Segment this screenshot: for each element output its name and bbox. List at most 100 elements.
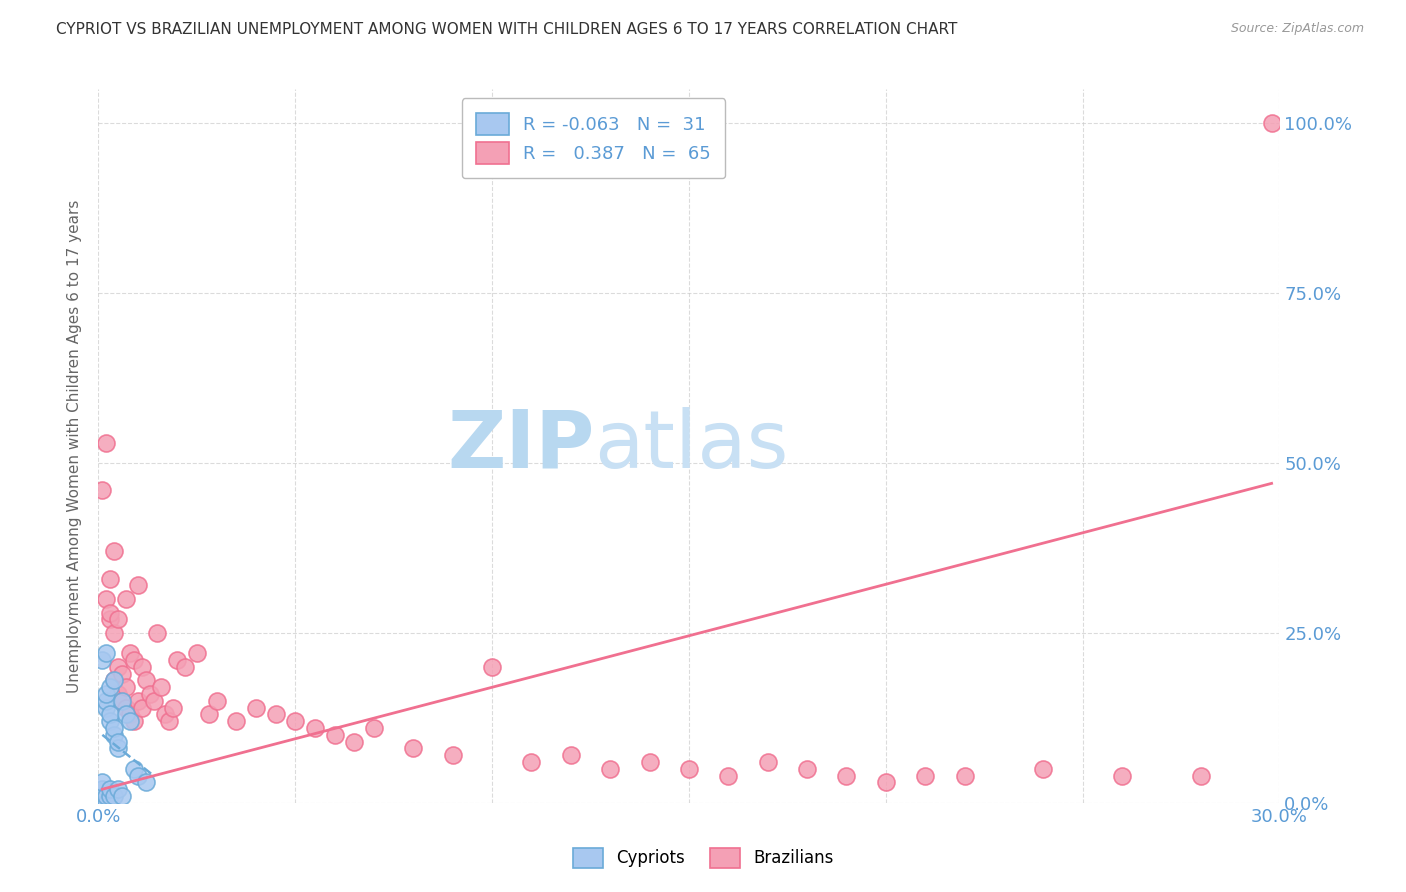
Point [1189, 769, 1212, 783]
Point [115, 700, 138, 714]
Point [162, 700, 184, 714]
Point [98, 606, 121, 620]
Point [91, 775, 114, 789]
Point [363, 721, 385, 735]
Point [157, 714, 180, 729]
Point [103, 789, 125, 803]
Point [96, 435, 118, 450]
Point [174, 660, 197, 674]
Point [796, 762, 818, 776]
Point [135, 775, 157, 789]
Point [1032, 762, 1054, 776]
Point [91, 789, 114, 803]
Point [131, 660, 153, 674]
Point [953, 769, 976, 783]
Point [103, 626, 125, 640]
Point [98, 612, 121, 626]
Point [107, 782, 129, 797]
Point [122, 714, 145, 729]
Point [91, 796, 114, 810]
Point [111, 694, 134, 708]
Point [96, 687, 118, 701]
Point [111, 666, 134, 681]
Point [638, 755, 661, 769]
Point [127, 578, 149, 592]
Point [118, 707, 141, 722]
Point [245, 700, 267, 714]
Point [91, 653, 114, 667]
Point [150, 680, 173, 694]
Point [115, 680, 138, 694]
Point [91, 796, 114, 810]
Point [107, 687, 129, 701]
Point [98, 789, 121, 803]
Point [205, 694, 228, 708]
Legend: Cypriots, Brazilians: Cypriots, Brazilians [567, 841, 839, 875]
Point [98, 707, 121, 722]
Point [107, 741, 129, 756]
Point [96, 796, 118, 810]
Point [107, 660, 129, 674]
Point [115, 591, 138, 606]
Point [1260, 116, 1282, 130]
Point [98, 572, 121, 586]
Point [103, 544, 125, 558]
Point [131, 700, 153, 714]
Text: ZIP: ZIP [447, 407, 595, 485]
Point [96, 700, 118, 714]
Point [284, 714, 307, 729]
Point [678, 762, 700, 776]
Point [135, 673, 157, 688]
Point [197, 707, 219, 722]
Text: CYPRIOT VS BRAZILIAN UNEMPLOYMENT AMONG WOMEN WITH CHILDREN AGES 6 TO 17 YEARS C: CYPRIOT VS BRAZILIAN UNEMPLOYMENT AMONG … [56, 22, 957, 37]
Point [115, 707, 138, 722]
Point [225, 714, 247, 729]
Point [96, 694, 118, 708]
Point [481, 660, 503, 674]
Point [122, 762, 145, 776]
Point [166, 653, 188, 667]
Point [402, 741, 425, 756]
Point [111, 694, 134, 708]
Point [98, 782, 121, 797]
Point [111, 789, 134, 803]
Point [138, 687, 160, 701]
Point [98, 680, 121, 694]
Point [96, 789, 118, 803]
Point [142, 694, 165, 708]
Text: atlas: atlas [595, 407, 789, 485]
Point [717, 769, 740, 783]
Legend: R = -0.063   N =  31, R =   0.387   N =  65: R = -0.063 N = 31, R = 0.387 N = 65 [461, 98, 725, 178]
Point [91, 782, 114, 797]
Point [441, 748, 464, 763]
Point [103, 673, 125, 688]
Point [599, 762, 621, 776]
Point [304, 721, 326, 735]
Point [343, 734, 366, 748]
Point [914, 769, 936, 783]
Point [118, 714, 141, 729]
Point [96, 646, 118, 660]
Point [122, 653, 145, 667]
Point [264, 707, 287, 722]
Point [186, 646, 208, 660]
Point [127, 769, 149, 783]
Point [96, 591, 118, 606]
Point [875, 775, 897, 789]
Point [756, 755, 779, 769]
Point [103, 721, 125, 735]
Point [107, 734, 129, 748]
Point [91, 483, 114, 498]
Y-axis label: Unemployment Among Women with Children Ages 6 to 17 years: Unemployment Among Women with Children A… [67, 199, 83, 693]
Point [103, 673, 125, 688]
Point [560, 748, 582, 763]
Point [146, 626, 169, 640]
Point [1111, 769, 1133, 783]
Point [127, 694, 149, 708]
Text: Source: ZipAtlas.com: Source: ZipAtlas.com [1230, 22, 1364, 36]
Point [118, 646, 141, 660]
Point [155, 707, 177, 722]
Point [107, 612, 129, 626]
Point [835, 769, 858, 783]
Point [98, 714, 121, 729]
